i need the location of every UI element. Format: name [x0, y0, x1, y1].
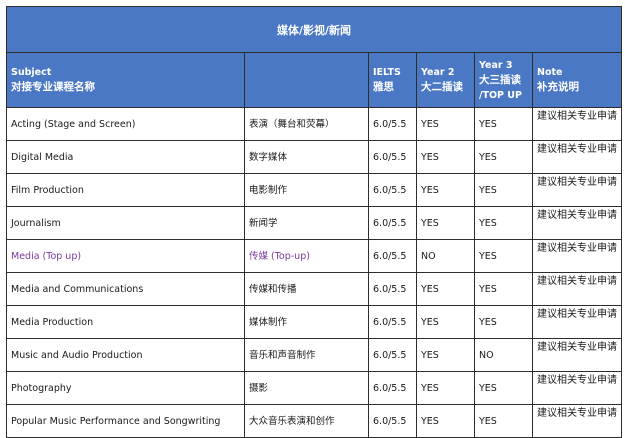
year3-cell: YES: [474, 140, 533, 174]
note-cell: 建议相关专业申请: [531, 173, 623, 207]
table-row: Music and Audio Production 音乐和声音制作 6.0/5…: [6, 338, 623, 372]
header-note-zh: 补充说明: [537, 81, 579, 93]
ielts-cell: 6.0/5.5: [368, 272, 417, 306]
year3-cell: YES: [474, 206, 533, 240]
table-row: Digital Media 数字媒体 6.0/5.5 YES YES 建议相关专…: [6, 140, 623, 174]
ielts-cell: 6.0/5.5: [368, 140, 417, 174]
year2-cell: YES: [416, 338, 475, 372]
year3-cell: YES: [474, 371, 533, 405]
ielts-cell: 6.0/5.5: [368, 371, 417, 405]
note-cell: 建议相关专业申请: [531, 371, 623, 405]
chinese-name-cell: 媒体制作: [244, 305, 369, 339]
year3-cell: YES: [474, 404, 533, 438]
header-year2: Year 2 大二插读: [416, 52, 475, 108]
note-cell: 建议相关专业申请: [531, 239, 623, 273]
header-year2-en: Year 2: [421, 67, 455, 78]
subject-cell: Film Production: [6, 173, 245, 207]
subject-cell: Popular Music Performance and Songwritin…: [6, 404, 245, 438]
note-cell: 建议相关专业申请: [531, 206, 623, 240]
ielts-cell: 6.0/5.5: [368, 206, 417, 240]
table-row: Media Production 媒体制作 6.0/5.5 YES YES 建议…: [6, 305, 623, 339]
table-row: Film Production 电影制作 6.0/5.5 YES YES 建议相…: [6, 173, 623, 207]
year2-cell: YES: [416, 272, 475, 306]
table-row: Journalism 新闻学 6.0/5.5 YES YES 建议相关专业申请: [6, 206, 623, 240]
header-subject: Subject 对接专业课程名称: [6, 52, 245, 108]
subject-cell: Digital Media: [6, 140, 245, 174]
header-year3-en: Year 3: [479, 59, 513, 71]
year2-cell: YES: [416, 140, 475, 174]
header-row: Subject 对接专业课程名称 IELTS 雅思 Year 2 大二插读 Ye…: [6, 52, 623, 108]
ielts-cell: 6.0/5.5: [368, 239, 417, 273]
header-subject-en: Subject: [11, 67, 52, 78]
course-table-container: 媒体/影视/新闻 Subject 对接专业课程名称 IELTS 雅思 Year …: [5, 6, 623, 438]
table-row: Media and Communications 传媒和传播 6.0/5.5 Y…: [6, 272, 623, 306]
subject-cell: Photography: [6, 371, 245, 405]
ielts-cell: 6.0/5.5: [368, 173, 417, 207]
note-cell: 建议相关专业申请: [531, 107, 623, 141]
chinese-name-cell: 大众音乐表演和创作: [244, 404, 369, 438]
year2-cell: YES: [416, 107, 475, 141]
subject-cell: Journalism: [6, 206, 245, 240]
chinese-name-cell: 音乐和声音制作: [244, 338, 369, 372]
subject-cell: Acting (Stage and Screen): [6, 107, 245, 141]
subject-cell: Media and Communications: [6, 272, 245, 306]
header-year3-sub: /TOP UP: [479, 89, 522, 101]
table-row: Photography 摄影 6.0/5.5 YES YES 建议相关专业申请: [6, 371, 623, 405]
subject-cell: Media Production: [6, 305, 245, 339]
ielts-cell: 6.0/5.5: [368, 404, 417, 438]
ielts-cell: 6.0/5.5: [368, 107, 417, 141]
ielts-cell: 6.0/5.5: [368, 338, 417, 372]
chinese-name-cell: 摄影: [244, 371, 369, 405]
header-subject-zh: 对接专业课程名称: [11, 81, 95, 93]
year2-cell: YES: [416, 206, 475, 240]
year3-cell: YES: [474, 107, 533, 141]
year2-cell: NO: [416, 239, 475, 273]
course-table: 媒体/影视/新闻 Subject 对接专业课程名称 IELTS 雅思 Year …: [5, 6, 623, 438]
header-ielts-zh: 雅思: [373, 81, 394, 93]
year3-cell: NO: [474, 338, 533, 372]
chinese-name-cell: 新闻学: [244, 206, 369, 240]
note-cell: 建议相关专业申请: [531, 338, 623, 372]
table-row: Popular Music Performance and Songwritin…: [6, 404, 623, 438]
year3-cell: YES: [474, 272, 533, 306]
note-cell: 建议相关专业申请: [531, 140, 623, 174]
table-row: Acting (Stage and Screen) 表演（舞台和荧幕） 6.0/…: [6, 107, 623, 141]
subject-cell: Media (Top up): [6, 239, 245, 273]
year3-cell: YES: [474, 305, 533, 339]
year2-cell: YES: [416, 371, 475, 405]
title-row: 媒体/影视/新闻: [5, 6, 623, 53]
chinese-name-cell: 传媒和传播: [244, 272, 369, 306]
note-cell: 建议相关专业申请: [531, 305, 623, 339]
header-year2-zh: 大二插读: [421, 81, 463, 93]
chinese-name-cell: 传媒 (Top-up): [244, 239, 369, 273]
header-note-en: Note: [537, 67, 563, 78]
header-year3: Year 3 大三插读 /TOP UP: [474, 52, 533, 108]
subject-cell: Music and Audio Production: [6, 338, 245, 372]
header-ielts: IELTS 雅思: [368, 52, 417, 108]
header-chinese-name: [244, 52, 369, 108]
header-ielts-en: IELTS: [373, 67, 401, 78]
ielts-cell: 6.0/5.5: [368, 305, 417, 339]
year3-cell: YES: [474, 173, 533, 207]
note-cell: 建议相关专业申请: [531, 272, 623, 306]
year2-cell: YES: [416, 305, 475, 339]
year3-cell: YES: [474, 239, 533, 273]
table-title: 媒体/影视/新闻: [5, 6, 623, 53]
year2-cell: YES: [416, 173, 475, 207]
table-row: Media (Top up) 传媒 (Top-up) 6.0/5.5 NO YE…: [6, 239, 623, 273]
year2-cell: YES: [416, 404, 475, 438]
chinese-name-cell: 表演（舞台和荧幕）: [244, 107, 369, 141]
chinese-name-cell: 数字媒体: [244, 140, 369, 174]
header-note: Note 补充说明: [531, 52, 623, 108]
note-cell: 建议相关专业申请: [531, 404, 623, 438]
header-year3-zh: 大三插读: [479, 73, 521, 86]
chinese-name-cell: 电影制作: [244, 173, 369, 207]
